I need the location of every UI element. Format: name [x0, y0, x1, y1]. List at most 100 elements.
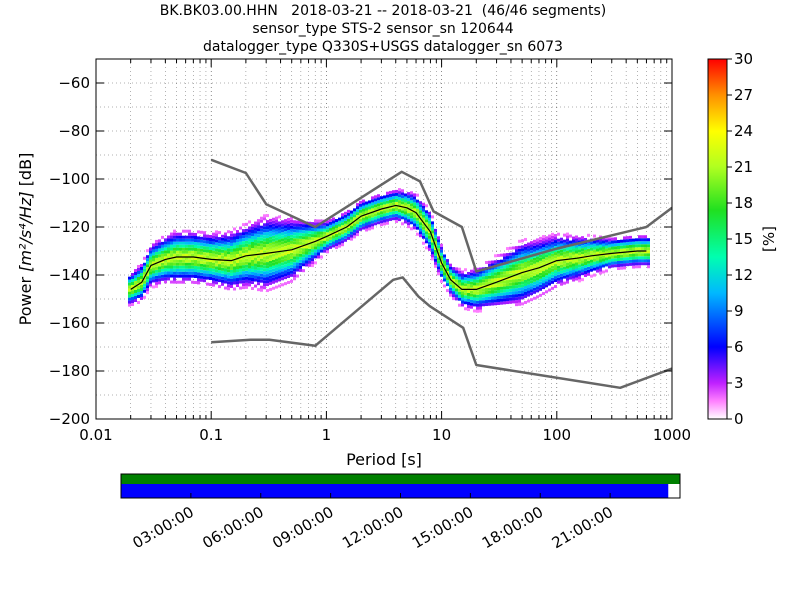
psd-density-cell — [608, 262, 611, 266]
psd-density-cell — [269, 218, 272, 222]
psd-density-cell — [512, 294, 515, 298]
psd-density-cell — [545, 290, 548, 294]
psd-density-cell — [491, 299, 494, 303]
psd-density-cell — [437, 248, 440, 252]
psd-density-cell — [644, 256, 647, 260]
psd-density-cell — [263, 250, 266, 254]
psd-density-cell — [419, 234, 422, 238]
psd-density-cell — [479, 300, 482, 304]
psd-density-cell — [140, 278, 143, 282]
psd-density-cell — [359, 206, 362, 210]
psd-density-cell — [389, 202, 392, 206]
psd-density-cell — [497, 289, 500, 293]
psd-density-cell — [206, 249, 209, 253]
psd-density-cell — [416, 193, 419, 197]
psd-density-cell — [461, 297, 464, 301]
psd-density-cell — [164, 274, 167, 278]
psd-density-cell — [212, 244, 215, 248]
psd-density-cell — [479, 309, 482, 313]
psd-density-cell — [260, 267, 263, 271]
psd-density-cell — [188, 232, 191, 236]
psd-density-cell — [338, 217, 341, 221]
psd-density-cell — [590, 247, 593, 251]
psd-density-cell — [146, 273, 149, 277]
psd-density-cell — [173, 241, 176, 245]
psd-density-cell — [509, 297, 512, 301]
psd-density-cell — [290, 249, 293, 253]
psd-density-cell — [281, 232, 284, 236]
psd-density-cell — [446, 268, 449, 272]
psd-density-cell — [629, 250, 632, 254]
psd-density-cell — [533, 281, 536, 285]
psd-density-cell — [302, 257, 305, 261]
psd-density-cell — [134, 289, 137, 293]
psd-density-cell — [647, 262, 650, 266]
psd-density-cell — [179, 241, 182, 245]
psd-density-cell — [260, 228, 263, 232]
psd-density-cell — [245, 273, 248, 277]
psd-density-cell — [416, 211, 419, 215]
psd-density-cell — [503, 274, 506, 278]
psd-density-cell — [602, 264, 605, 268]
psd-density-cell — [284, 255, 287, 259]
psd-density-cell — [203, 279, 206, 283]
psd-density-cell — [374, 198, 377, 202]
psd-density-cell — [446, 283, 449, 287]
psd-density-cell — [260, 264, 263, 268]
psd-density-cell — [221, 279, 224, 283]
psd-density-cell — [584, 252, 587, 256]
psd-density-cell — [455, 282, 458, 286]
psd-density-cell — [146, 288, 149, 292]
psd-density-cell — [593, 243, 596, 247]
psd-density-cell — [197, 269, 200, 273]
noise-models — [130, 158, 672, 390]
psd-density-cell — [503, 301, 506, 305]
psd-density-cell — [185, 274, 188, 278]
psd-density-cell — [554, 285, 557, 289]
psd-density-cell — [194, 259, 197, 263]
psd-density-cell — [326, 235, 329, 239]
psd-density-cell — [263, 235, 266, 239]
psd-density-cell — [584, 237, 587, 241]
psd-density-cell — [251, 286, 254, 290]
psd-density-cell — [149, 259, 152, 263]
psd-density-cell — [467, 274, 470, 278]
psd-density-cell — [479, 297, 482, 301]
psd-density-cell — [182, 241, 185, 245]
psd-density-cell — [488, 275, 491, 279]
psd-density-cell — [209, 274, 212, 278]
psd-density-cell — [380, 223, 383, 227]
psd-density-cell — [524, 243, 527, 247]
psd-density-cell — [212, 238, 215, 242]
psd-density-cell — [269, 245, 272, 249]
psd-density-cell — [605, 242, 608, 246]
psd-density-cell — [254, 227, 257, 231]
psd-density-cell — [182, 265, 185, 269]
psd-density-cell — [383, 195, 386, 199]
psd-density-cell — [242, 247, 245, 251]
psd-density-cell — [617, 263, 620, 267]
psd-density-cell — [395, 213, 398, 217]
psd-density-cell — [242, 259, 245, 263]
psd-density-cell — [512, 267, 515, 271]
psd-density-cell — [230, 233, 233, 237]
psd-density-cell — [230, 278, 233, 282]
psd-density-cell — [536, 256, 539, 260]
psd-density-cell — [554, 261, 557, 265]
title-line-3: datalogger_type Q330S+USGS datalogger_sn… — [203, 39, 563, 55]
psd-density-cell — [410, 206, 413, 210]
psd-density-cell — [506, 292, 509, 296]
psd-density-cell — [134, 280, 137, 284]
psd-density-cell — [161, 265, 164, 269]
psd-density-cell — [218, 246, 221, 250]
psd-density-cell — [491, 263, 494, 267]
psd-density-cell — [536, 250, 539, 254]
psd-density-cell — [626, 254, 629, 258]
psd-density-cell — [158, 257, 161, 261]
psd-density-cell — [434, 255, 437, 259]
psd-density-cell — [278, 248, 281, 252]
psd-density-cell — [623, 248, 626, 252]
psd-density-cell — [266, 226, 269, 230]
colorbar-tick-label: 27 — [734, 86, 753, 104]
psd-density-cell — [506, 271, 509, 275]
